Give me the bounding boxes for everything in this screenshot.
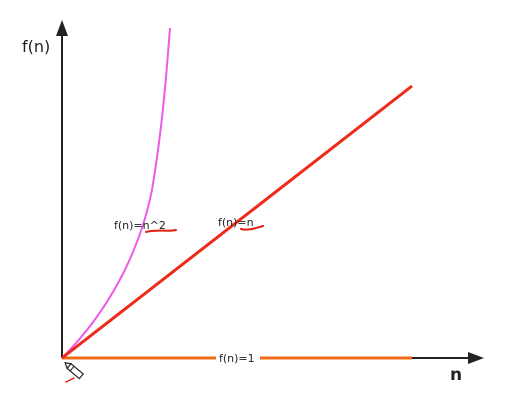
pencil-stroke-mark	[65, 377, 75, 383]
linear-curve-label: f(n)=n	[218, 216, 254, 229]
linear-curve	[61, 84, 413, 360]
constant-label-background	[216, 351, 260, 365]
constant-curve-label: f(n)=1	[219, 352, 255, 365]
quadratic-curve-label: f(n)=n^2	[114, 219, 166, 232]
x-axis-arrowhead	[468, 352, 484, 364]
linear-label-underline	[240, 225, 264, 231]
quadratic-curve	[61, 27, 171, 359]
y-axis-arrowhead	[56, 20, 68, 36]
x-axis-label: n	[450, 365, 462, 385]
quadratic-label-underline	[145, 229, 177, 233]
pencil-icon	[64, 362, 85, 380]
y-axis-label: f(n)	[22, 37, 50, 56]
